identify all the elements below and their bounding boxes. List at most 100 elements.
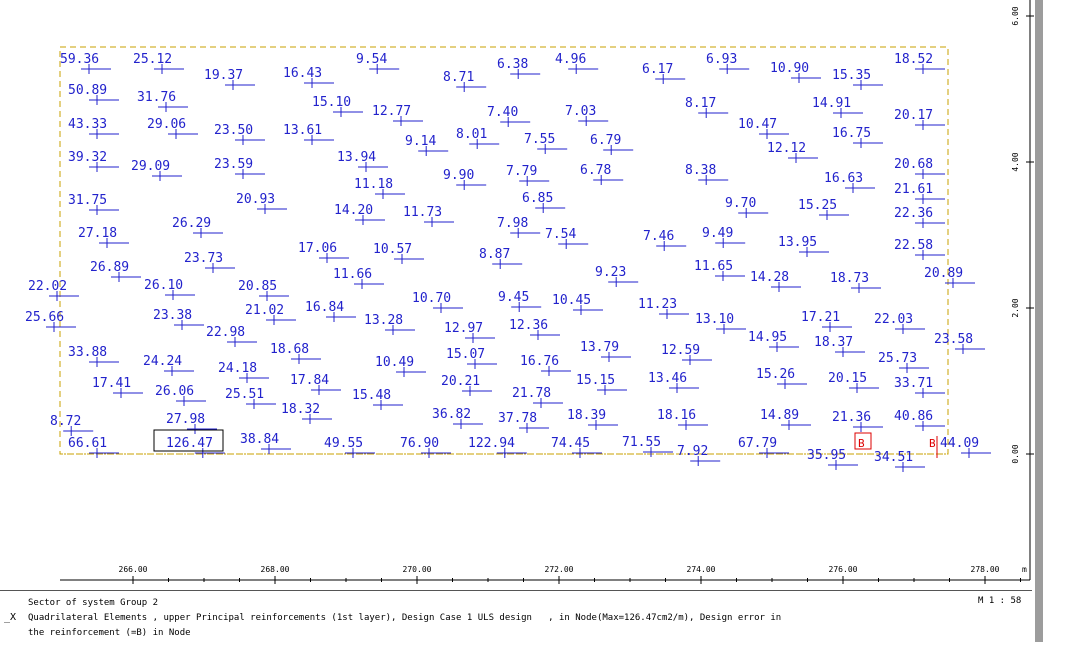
reinforcement-value: 74.45 [551,436,590,451]
reinforcement-value: 20.21 [441,374,480,389]
reinforcement-value: 10.45 [552,293,591,308]
reinforcement-value: 20.89 [924,266,963,281]
reinforcement-value: 6.17 [642,62,673,77]
reinforcement-value: 23.59 [214,157,253,172]
reinforcement-value: 8.72 [50,414,81,429]
structure-outline [59,46,949,455]
reinforcement-value: 29.06 [147,117,186,132]
reinforcement-value: 6.79 [590,133,621,148]
reinforcement-value: 67.79 [738,436,777,451]
reinforcement-value: 6.85 [522,191,553,206]
footer-description: Quadrilateral Elements , upper Principal… [28,613,782,623]
reinforcement-value: 23.58 [934,332,973,347]
design-error-mark: B [929,437,936,450]
reinforcement-value: 13.28 [364,313,403,328]
y-tick-label: 2.00 [1011,298,1020,317]
reinforcement-value: 16.76 [520,354,559,369]
reinforcement-value: 20.68 [894,157,933,172]
reinforcement-value: 19.37 [204,68,243,83]
reinforcement-value: 12.36 [509,318,548,333]
y-axis-ticks: 0.00 2.00 4.00 6.00 [1011,6,1034,464]
reinforcement-value: 10.57 [373,242,412,257]
reinforcement-value: 11.23 [638,297,677,312]
reinforcement-value: 8.87 [479,247,510,262]
reinforcement-value: 7.54 [545,227,576,242]
reinforcement-value: 7.46 [643,229,674,244]
reinforcement-value: 6.78 [580,163,611,178]
reinforcement-value: 9.23 [595,265,626,280]
reinforcement-value: 26.89 [90,260,129,275]
reinforcement-value: 17.06 [298,241,337,256]
reinforcement-value: 18.52 [894,52,933,67]
reinforcement-value: 23.73 [184,251,223,266]
reinforcement-value: 18.32 [281,402,320,417]
reinforcement-value: 37.78 [498,411,537,426]
reinforcement-value: 18.68 [270,342,309,357]
reinforcement-value: 15.10 [312,95,351,110]
reinforcement-value: 14.95 [748,330,787,345]
reinforcement-value: 15.07 [446,347,485,362]
reinforcement-value: 20.17 [894,108,933,123]
reinforcement-value: 44.09 [940,436,979,451]
reinforcement-value: 26.29 [172,216,211,231]
footer-separator [0,590,1032,591]
reinforcement-value: 20.93 [236,192,275,207]
reinforcement-value: 29.09 [131,159,170,174]
reinforcement-value: 10.49 [375,355,414,370]
reinforcement-value: 15.35 [832,68,871,83]
reinforcement-value: 49.55 [324,436,363,451]
x-tick-label: 278.00 [971,565,1000,574]
y-tick-label: 0.00 [1011,444,1020,463]
reinforcement-value: 26.10 [144,278,183,293]
reinforcement-value: 27.18 [78,226,117,241]
reinforcement-value: 15.25 [798,198,837,213]
footer-title: Sector of system Group 2 [28,598,159,608]
reinforcement-value: 33.71 [894,376,933,391]
reinforcement-value: 11.73 [403,205,442,220]
reinforcement-value: 8.17 [685,96,716,111]
reinforcement-value: 24.24 [143,354,182,369]
reinforcement-value: 17.84 [290,373,329,388]
reinforcement-value: 23.50 [214,123,253,138]
reinforcement-value: 7.98 [497,216,528,231]
reinforcement-value: 24.18 [218,361,257,376]
reinforcement-value: 20.15 [828,371,867,386]
reinforcement-value: 21.61 [894,182,933,197]
reinforcement-value: 14.89 [760,408,799,423]
reinforcement-value: 31.75 [68,193,107,208]
design-error-mark: B [858,437,865,450]
reinforcement-value: 15.26 [756,367,795,382]
reinforcement-value: 18.73 [830,271,869,286]
reinforcement-value: 11.65 [694,259,733,274]
x-axis-unit: m [1022,565,1027,574]
reinforcement-value: 38.84 [240,432,279,447]
x-tick-label: 266.00 [119,565,148,574]
reinforcement-value: 122.94 [468,436,515,451]
reinforcement-value: 14.91 [812,96,851,111]
reinforcement-value: 9.90 [443,168,474,183]
reinforcement-value: 31.76 [137,90,176,105]
reinforcement-value: 9.14 [405,134,436,149]
reinforcement-value: 7.92 [677,444,708,459]
reinforcement-value: 59.36 [60,52,99,67]
reinforcement-value: 16.84 [305,300,344,315]
reinforcement-value: 17.41 [92,376,131,391]
reinforcement-value: 8.71 [443,70,474,85]
reinforcement-value: 13.95 [778,235,817,250]
reinforcement-value: 13.10 [695,312,734,327]
reinforcement-value: 18.16 [657,408,696,423]
reinforcement-value: 6.93 [706,52,737,67]
reinforcement-value: 7.55 [524,132,555,147]
reinforcement-value: 9.70 [725,196,756,211]
x-axis-ticks: 266.00 268.00 270.00 272.00 274.00 276.00 278.… [119,565,1021,584]
reinforcement-value: 13.61 [283,123,322,138]
y-tick-label: 6.00 [1011,6,1020,25]
reinforcement-value: 26.06 [155,384,194,399]
reinforcement-value: 76.90 [400,436,439,451]
reinforcement-value: 7.40 [487,105,518,120]
reinforcement-value: 22.98 [206,325,245,340]
reinforcement-value: 13.79 [580,340,619,355]
reinforcement-value: 22.36 [894,206,933,221]
reinforcement-value: 33.88 [68,345,107,360]
reinforcement-value: 21.02 [245,303,284,318]
